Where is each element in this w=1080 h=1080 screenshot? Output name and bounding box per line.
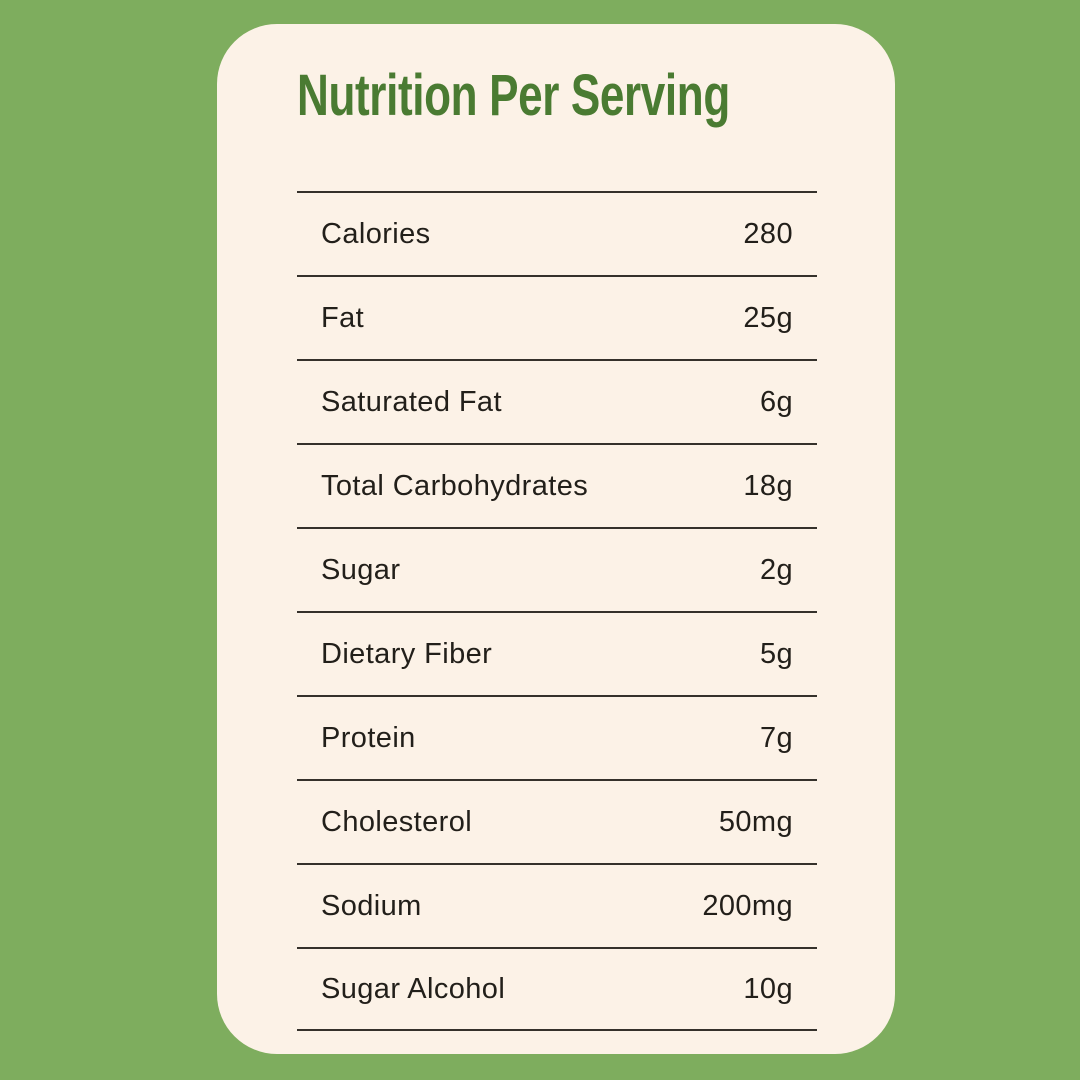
nutrient-value: 50mg bbox=[718, 805, 793, 838]
nutrient-value: 6g bbox=[759, 385, 793, 418]
nutrient-label: Sugar Alcohol bbox=[321, 972, 506, 1005]
nutrient-value: 7g bbox=[759, 721, 793, 754]
table-row: Saturated Fat 6g bbox=[297, 359, 817, 443]
nutrient-label: Protein bbox=[321, 721, 416, 754]
nutrient-value: 2g bbox=[759, 553, 793, 586]
card-title: Nutrition Per Serving bbox=[297, 63, 730, 128]
nutrient-value: 18g bbox=[743, 469, 793, 502]
nutrient-value: 200mg bbox=[702, 889, 793, 922]
table-row: Protein 7g bbox=[297, 695, 817, 779]
nutrient-label: Cholesterol bbox=[321, 805, 473, 838]
nutrient-value: 25g bbox=[743, 301, 793, 334]
nutrient-label: Sodium bbox=[321, 889, 422, 922]
nutrient-value: 280 bbox=[743, 217, 793, 250]
table-row: Sugar 2g bbox=[297, 527, 817, 611]
table-row: Sodium 200mg bbox=[297, 863, 817, 947]
nutrition-table: Calories 280 Fat 25g Saturated Fat 6g Total Ca… bbox=[297, 191, 817, 1031]
table-row: Fat 25g bbox=[297, 275, 817, 359]
table-row: Total Carbohydrates 18g bbox=[297, 443, 817, 527]
nutrient-value: 10g bbox=[743, 972, 793, 1005]
nutrient-label: Dietary Fiber bbox=[321, 637, 493, 670]
nutrient-label: Calories bbox=[321, 217, 431, 250]
nutrient-label: Total Carbohydrates bbox=[321, 469, 589, 502]
nutrition-card: Nutrition Per Serving Calories 280 Fat 25g S… bbox=[217, 24, 895, 1054]
table-row: Sugar Alcohol 10g bbox=[297, 947, 817, 1031]
table-row: Dietary Fiber 5g bbox=[297, 611, 817, 695]
table-row: Cholesterol 50mg bbox=[297, 779, 817, 863]
nutrient-value: 5g bbox=[759, 637, 793, 670]
nutrient-label: Sugar bbox=[321, 553, 401, 586]
table-row: Calories 280 bbox=[297, 191, 817, 275]
nutrient-label: Fat bbox=[321, 301, 365, 334]
nutrient-label: Saturated Fat bbox=[321, 385, 502, 418]
